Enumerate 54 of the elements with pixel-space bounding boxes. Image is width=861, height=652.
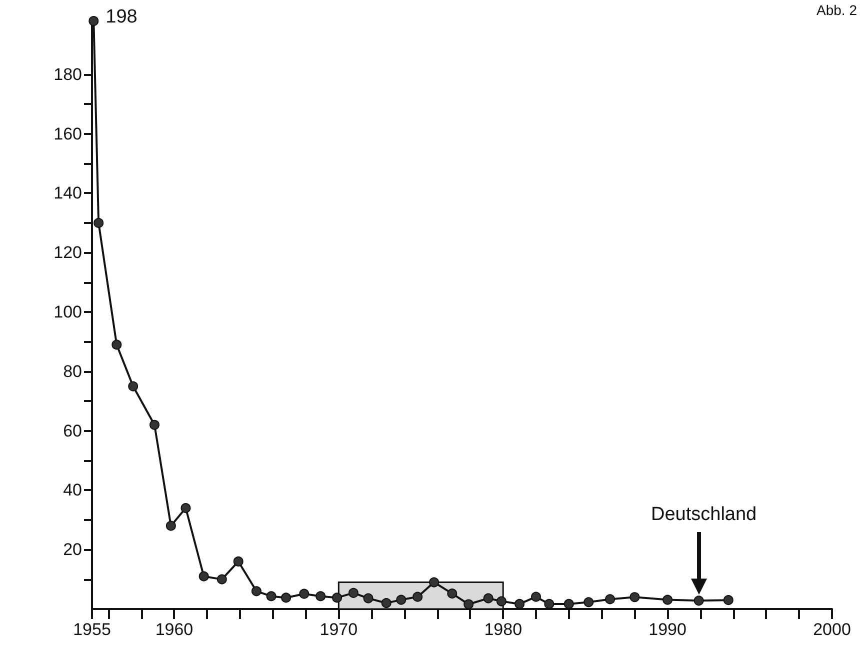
point: [464, 599, 474, 610]
point: [166, 520, 176, 531]
point: [531, 592, 541, 602]
caption: Abb. 2: [816, 2, 857, 18]
point: [150, 420, 160, 430]
point: [723, 595, 734, 606]
point: [233, 556, 244, 566]
point: [496, 596, 506, 606]
point: [281, 592, 292, 603]
point: [216, 574, 227, 584]
x-tick-label: 1960: [155, 620, 194, 639]
point: [630, 592, 640, 602]
point: [396, 594, 406, 605]
point: [483, 593, 494, 604]
y-tick-label: 120: [54, 243, 82, 262]
x-tick-label: 1980: [484, 620, 522, 639]
y-tick-label: 80: [63, 362, 82, 381]
point: [299, 588, 310, 599]
point: [412, 592, 423, 602]
point: [348, 588, 358, 598]
point: [316, 591, 326, 602]
point: [381, 598, 392, 608]
point: [447, 588, 458, 599]
y-tick-label: 100: [54, 302, 82, 322]
x-tick-label: 1970: [320, 620, 358, 639]
x-tick-label: 1955: [73, 620, 111, 639]
point: [694, 596, 704, 606]
point: [662, 594, 673, 605]
annotation: Deutschland: [651, 504, 757, 526]
y-tick-label: 60: [63, 421, 82, 440]
point: [266, 591, 276, 602]
point: [88, 16, 99, 26]
data-label: 198: [106, 6, 138, 28]
point: [198, 571, 209, 582]
y-tick-label: 160: [54, 124, 82, 144]
point: [429, 577, 440, 588]
point: [544, 598, 554, 609]
point: [180, 503, 191, 514]
point: [564, 598, 574, 609]
point: [584, 597, 594, 608]
y-tick-label: 40: [63, 480, 82, 500]
point: [605, 594, 615, 604]
y-tick-label: 140: [54, 184, 82, 203]
point: [128, 381, 138, 392]
y-tick-label: 20: [63, 540, 82, 560]
point: [363, 593, 374, 604]
point: [514, 598, 525, 609]
x-tick-label: 2000: [813, 620, 851, 639]
point: [112, 340, 122, 350]
y-tick-label: 180: [54, 64, 82, 84]
point: [94, 218, 104, 228]
point: [251, 586, 262, 596]
x-tick-label: 1990: [648, 620, 686, 639]
point: [332, 592, 342, 603]
